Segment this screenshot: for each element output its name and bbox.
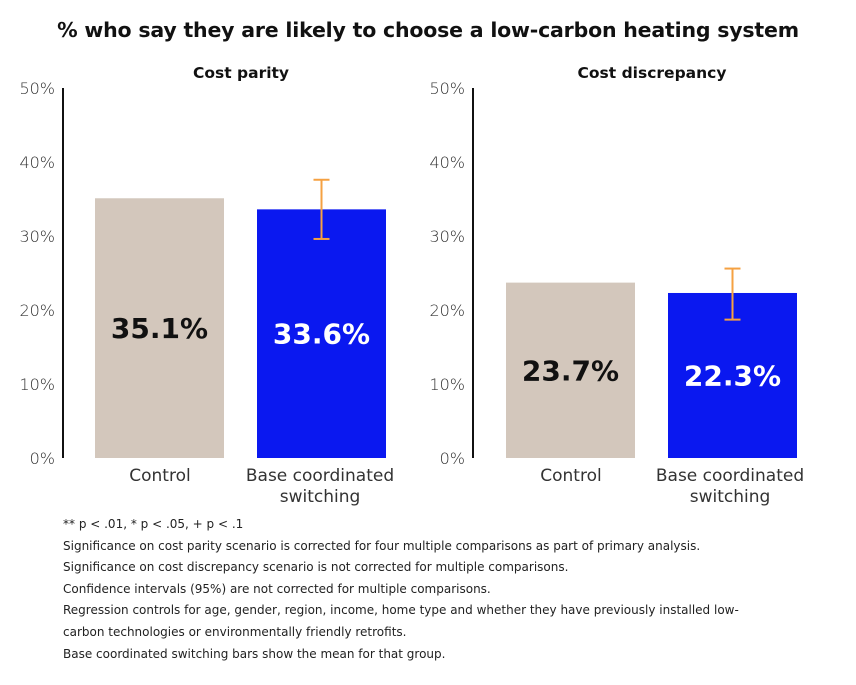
chart-1-category-label: Control [129, 466, 190, 486]
chart-1-bar-control [95, 198, 224, 458]
chart-2-y-tick-label: 50% [429, 79, 465, 98]
footnote-significance-legend: ** p < .01, * p < .05, + p < .1 [63, 517, 244, 531]
chart-main-title: % who say they are likely to choose a lo… [57, 18, 799, 42]
chart-1-title: Cost parity [193, 64, 289, 82]
chart-2-data-label: 23.7% [522, 354, 619, 387]
chart-2-y-tick-label: 0% [440, 449, 465, 468]
chart-2-bar-control [506, 282, 635, 458]
chart-1-data-label: 35.1% [111, 312, 208, 345]
chart-2-y-tick-label: 40% [429, 153, 465, 172]
chart-1-y-tick-label: 0% [30, 449, 55, 468]
chart-1-category-label: switching [280, 487, 361, 507]
chart-1-y-tick-label: 20% [19, 301, 55, 320]
chart-2-category-label: Base coordinated [656, 466, 804, 486]
footnote-regression-controls-cont: carbon technologies or environmentally f… [63, 624, 407, 639]
chart-2-y-tick-label: 10% [429, 375, 465, 394]
chart-1-y-tick-label: 40% [19, 153, 55, 172]
chart-canvas: Cost parity 0% 10% 20% 30% 40% 50% 35.1% Control… [19, 64, 804, 507]
footnote-confidence-intervals: Confidence intervals (95%) are not corre… [63, 581, 491, 596]
footnotes: ** p < .01, * p < .05, + p < .1 Signific… [63, 514, 823, 665]
chart-1-y-tick-label: 50% [19, 79, 55, 98]
chart-1-data-label: 33.6% [273, 318, 370, 351]
chart-1-bar-base-coordinated [257, 209, 386, 458]
chart-2-title: Cost discrepancy [578, 64, 727, 82]
chart-1-y-tick-label: 30% [19, 227, 55, 246]
footnote-cost-parity: Significance on cost parity scenario is … [63, 538, 701, 553]
chart-2-category-label: switching [690, 487, 771, 507]
footnote-base-mean: Base coordinated switching bars show the… [63, 646, 446, 661]
chart-2-category-label: Control [540, 466, 601, 486]
chart-1-y-tick-label: 10% [19, 375, 55, 394]
chart-2-data-label: 22.3% [684, 359, 781, 392]
footnote-regression-controls: Regression controls for age, gender, reg… [63, 603, 739, 618]
chart-1-category-label: Base coordinated [246, 466, 394, 486]
chart-2-y-tick-label: 30% [429, 227, 465, 246]
chart-2-y-tick-label: 20% [429, 301, 465, 320]
footnote-cost-discrepancy: Significance on cost discrepancy scenari… [63, 560, 569, 575]
